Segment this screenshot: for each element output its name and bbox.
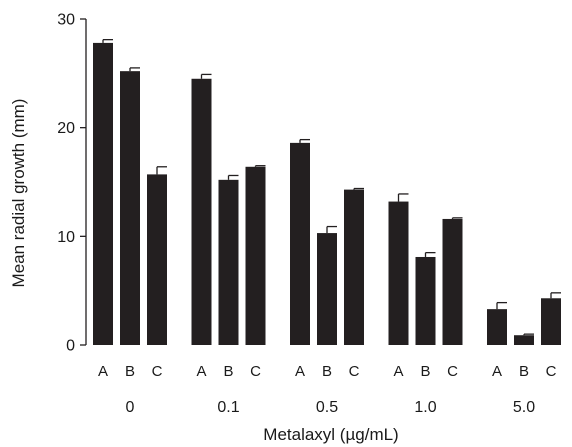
subcategory-label: C <box>349 363 360 380</box>
bar <box>245 166 266 345</box>
subcategory-label: B <box>125 363 135 380</box>
subcategory-label: B <box>420 363 430 380</box>
bar <box>317 233 337 345</box>
bar <box>442 218 463 345</box>
y-tick-label: 30 <box>57 12 75 29</box>
y-axis-title: Mean radial growth (mm) <box>9 99 28 288</box>
bar <box>93 42 113 345</box>
bar <box>388 201 409 345</box>
subcategory-label: B <box>519 363 529 380</box>
subcategory-label: A <box>393 363 403 380</box>
bar <box>541 298 561 345</box>
y-tick-label: 20 <box>57 120 75 137</box>
category-label: 1.0 <box>414 399 436 416</box>
category-label: 0 <box>126 399 135 416</box>
subcategory-label: B <box>223 363 233 380</box>
x-axis-labels: A B C0A B C0.1A B C0.5A B C1.0A B C5.0 <box>98 363 557 416</box>
y-tick-label: 10 <box>57 229 75 246</box>
subcategory-label: C <box>546 363 557 380</box>
bar <box>415 256 436 345</box>
bar <box>514 335 534 345</box>
bar <box>344 189 364 345</box>
subcategory-label: C <box>152 363 163 380</box>
bar <box>487 309 507 345</box>
category-label: 0.5 <box>316 399 338 416</box>
subcategory-label: A <box>98 363 108 380</box>
y-tick-label: 0 <box>66 338 75 355</box>
subcategory-label: C <box>250 363 261 380</box>
bar <box>290 142 310 345</box>
bar <box>191 78 212 346</box>
subcategory-label: A <box>492 363 502 380</box>
subcategory-label: B <box>322 363 332 380</box>
bar <box>147 174 167 345</box>
y-axis: 0 10 20 30 <box>57 12 87 355</box>
x-axis-title: Metalaxyl (µg/mL) <box>263 425 398 444</box>
subcategory-label: A <box>295 363 305 380</box>
category-label: 0.1 <box>217 399 239 416</box>
bars <box>93 38 561 346</box>
bar <box>218 179 239 345</box>
bar <box>120 71 140 345</box>
subcategory-label: A <box>196 363 206 380</box>
subcategory-label: C <box>447 363 458 380</box>
category-label: 5.0 <box>513 399 535 416</box>
